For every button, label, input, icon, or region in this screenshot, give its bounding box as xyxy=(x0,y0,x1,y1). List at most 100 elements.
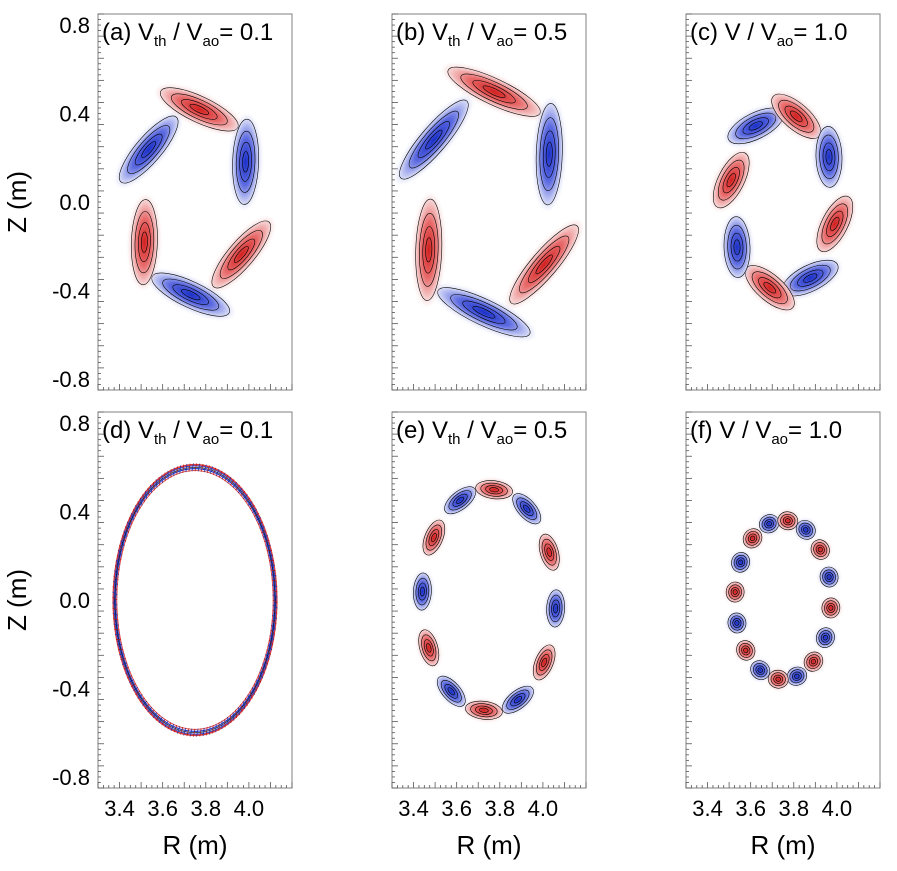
lobe-contour xyxy=(480,482,508,497)
ring-hatch xyxy=(114,565,120,571)
ring-hatch xyxy=(215,469,220,477)
lobe-contour xyxy=(235,130,256,193)
lobe-contour xyxy=(828,605,834,611)
lobe-contour xyxy=(417,121,450,159)
negative-lobe xyxy=(794,518,817,541)
lobe-contour xyxy=(822,569,836,585)
y-tick-label: -0.8 xyxy=(52,367,90,392)
lobe-contour xyxy=(430,533,437,543)
positive-lobe xyxy=(416,627,441,668)
ring-hatch xyxy=(249,690,253,699)
negative-lobe xyxy=(725,611,749,635)
ring-hatch xyxy=(182,464,185,473)
lobe-contour xyxy=(785,518,791,524)
plot-frame xyxy=(97,411,293,789)
ring-hatch xyxy=(200,463,204,472)
ring-hatch xyxy=(221,472,226,480)
ring-hatch xyxy=(265,544,271,547)
negative-lobe xyxy=(533,98,566,210)
lobe-contour xyxy=(755,665,765,675)
lobe-contour xyxy=(532,644,556,681)
mode-structure xyxy=(395,63,583,341)
positive-lobe xyxy=(420,518,447,557)
ring-hatch xyxy=(158,716,163,724)
x-tick-label: 3.4 xyxy=(398,796,429,821)
lobe-contour xyxy=(219,230,263,279)
lobe-contour xyxy=(134,133,163,166)
panel-c: (c) V / Vao​= 1.0 xyxy=(685,13,881,391)
y-tick-label: -0.4 xyxy=(52,278,90,303)
lobe-contour xyxy=(535,103,563,206)
lobe-contour xyxy=(119,115,179,184)
ring-hatch xyxy=(265,653,270,660)
ring-hatch xyxy=(249,505,255,510)
ring-hatch xyxy=(202,727,205,737)
ring-hatch xyxy=(112,613,118,616)
ring-hatch xyxy=(266,649,271,656)
lobe-contour xyxy=(778,99,815,133)
negative-lobe xyxy=(544,587,567,629)
x-tick-label: 3.4 xyxy=(104,796,135,821)
lobe-contour xyxy=(736,557,746,568)
ring-hatch xyxy=(251,687,255,695)
lobe-contour xyxy=(816,195,854,252)
ring-hatch xyxy=(173,725,178,733)
lobe-contour xyxy=(797,269,824,287)
lobe-contour xyxy=(227,238,256,271)
ring-hatch xyxy=(144,703,150,710)
ring-hatch xyxy=(229,714,232,724)
lobe-contour xyxy=(470,703,498,718)
ring-hatch xyxy=(272,589,278,593)
lobe-contour xyxy=(824,600,838,616)
positive-lobe xyxy=(128,195,161,290)
lobe-contour xyxy=(452,493,468,507)
negative-lobe xyxy=(812,123,846,191)
lobe-contour xyxy=(426,643,432,653)
lobe-contour xyxy=(544,543,555,561)
panel-title: (c) V / Vao​= 1.0 xyxy=(690,19,847,50)
lobe-contour xyxy=(722,167,740,194)
ring-hatch xyxy=(257,521,263,525)
lobe-contour xyxy=(743,647,749,654)
ring-hatch xyxy=(155,714,160,721)
positive-lobe xyxy=(813,193,856,255)
y-tick-label: 0.4 xyxy=(59,500,90,525)
lobe-contour xyxy=(712,152,750,209)
ring-hatch xyxy=(158,476,161,486)
ring-hatch xyxy=(205,727,208,736)
ring-hatch xyxy=(240,490,246,497)
lobe-contour xyxy=(747,533,758,544)
lobe-contour xyxy=(417,582,427,601)
ring-hatch xyxy=(137,501,141,510)
lobe-contour xyxy=(519,235,570,294)
ring-contour xyxy=(113,465,277,735)
negative-lobe xyxy=(229,114,262,209)
ring-hatch xyxy=(235,484,240,491)
ring-hatch xyxy=(227,716,229,726)
lobe-contour xyxy=(448,490,472,511)
lobe-contour xyxy=(538,533,560,571)
lobe-contour xyxy=(792,671,802,681)
lobe-contour xyxy=(551,599,561,618)
ring-hatch xyxy=(270,629,276,635)
lobe-contour xyxy=(770,672,786,687)
lobe-contour xyxy=(727,224,747,270)
lobe-contour xyxy=(726,173,736,188)
lobe-contour xyxy=(462,300,506,324)
ring-hatch xyxy=(133,687,139,692)
lobe-contour xyxy=(138,222,151,263)
lobe-contour xyxy=(242,151,250,173)
x-tick-label: 3.4 xyxy=(692,796,723,821)
ring-hatch xyxy=(209,466,214,474)
ring-hatch xyxy=(128,679,135,683)
ring-hatch xyxy=(261,530,267,534)
lobe-contour xyxy=(730,232,744,262)
negative-lobe xyxy=(758,512,781,535)
ring-hatch xyxy=(218,470,223,478)
ring-hatch xyxy=(120,658,126,660)
lobe-contour xyxy=(141,141,157,158)
panel-title: (e) Vth​ / Vao​= 0.5 xyxy=(396,417,567,448)
positive-lobe xyxy=(741,527,764,550)
ring-hatch xyxy=(122,662,128,665)
lobe-contour xyxy=(733,239,741,255)
